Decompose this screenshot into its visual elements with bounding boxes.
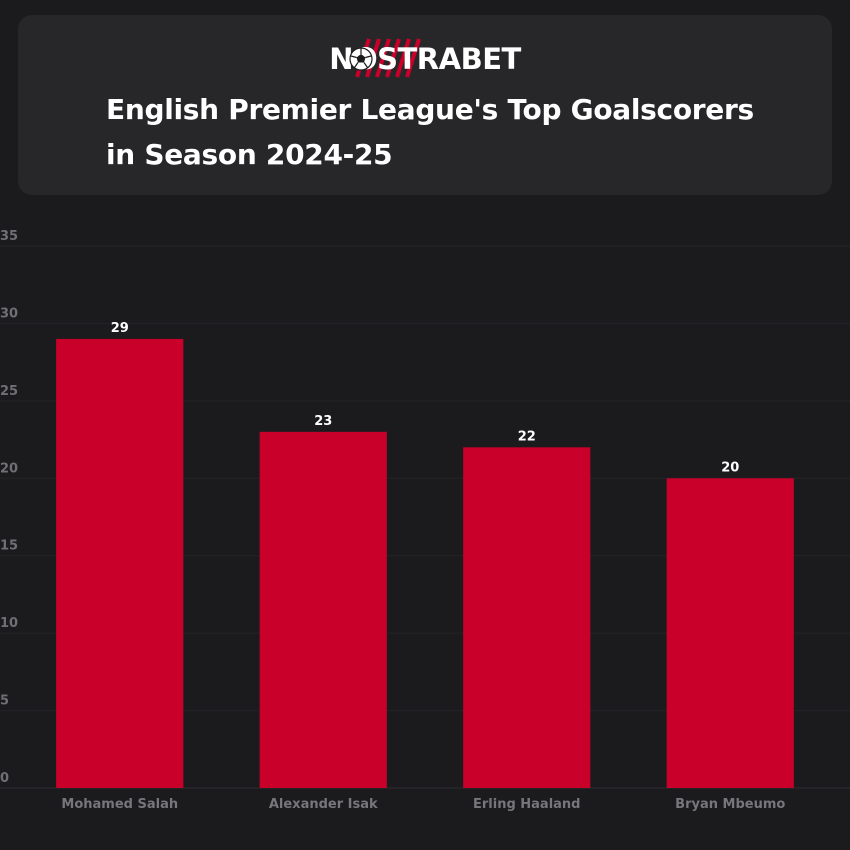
bar-bryan-mbeumo [666, 478, 794, 788]
y-tick-label-30: 30 [0, 306, 18, 321]
data-label-alexander-isak: 23 [314, 414, 332, 429]
brand-logo[interactable]: NOSTRABET [18, 37, 832, 81]
y-tick-label-0: 0 [0, 771, 9, 786]
brand-logo-graphic: NOSTRABET [329, 38, 522, 78]
x-tick-label-bryan-mbeumo: Bryan Mbeumo [675, 797, 785, 812]
y-tick-label-15: 15 [0, 539, 18, 554]
bar-alexander-isak [259, 431, 387, 788]
data-label-erling-haaland: 22 [518, 429, 536, 444]
bar-mohamed-salah [56, 338, 184, 788]
data-label-bryan-mbeumo: 20 [721, 460, 739, 475]
header-card: NOSTRABET English Premier League's Top G… [18, 15, 832, 195]
y-tick-label-10: 10 [0, 616, 18, 631]
x-tick-label-alexander-isak: Alexander Isak [269, 797, 378, 812]
bars [56, 338, 794, 788]
y-tick-label-5: 5 [0, 694, 9, 709]
x-tick-label-erling-haaland: Erling Haaland [473, 797, 581, 812]
y-tick-label-20: 20 [0, 461, 18, 476]
chart-title: English Premier League's Top Goalscorers… [106, 93, 754, 171]
y-tick-label-35: 35 [0, 229, 18, 244]
x-axis: Mohamed Salah Alexander Isak Erling Haalan… [61, 797, 785, 812]
x-tick-label-mohamed-salah: Mohamed Salah [61, 797, 178, 812]
logo-stripes-graphic [355, 38, 421, 78]
y-axis: 0 5 10 15 20 25 30 35 [0, 229, 18, 786]
data-label-mohamed-salah: 29 [111, 321, 129, 336]
data-labels: 29 23 22 20 [111, 321, 740, 475]
y-tick-label-25: 25 [0, 384, 18, 399]
soccer-ball-icon [349, 47, 373, 71]
bar-erling-haaland [463, 447, 591, 788]
